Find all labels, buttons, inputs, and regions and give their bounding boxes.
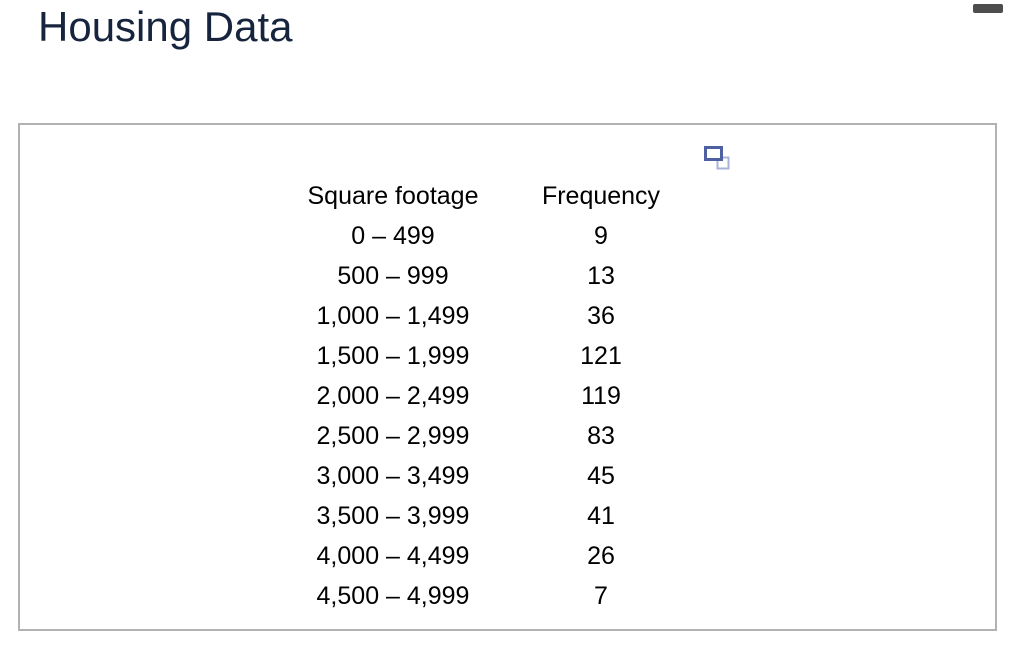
column-header-square-footage: Square footage	[307, 181, 479, 210]
table-header-row: Square footage Frequency	[283, 176, 699, 216]
cell-frequency: 119	[581, 381, 621, 410]
cell-frequency: 121	[580, 341, 622, 370]
popout-window-icon	[704, 146, 730, 170]
cell-frequency: 26	[587, 541, 615, 570]
table-row: 3,500 – 3,999 41	[283, 496, 699, 536]
cell-square-footage: 3,000 – 3,499	[316, 461, 470, 490]
table-row: 2,000 – 2,499 119	[283, 376, 699, 416]
window-drag-handle	[973, 4, 1003, 13]
cell-square-footage: 1,000 – 1,499	[316, 301, 470, 330]
cell-square-footage: 4,000 – 4,499	[316, 541, 470, 570]
table-row: 1,000 – 1,499 36	[283, 296, 699, 336]
table-row: 0 – 499 9	[283, 216, 699, 256]
cell-square-footage: 0 – 499	[351, 221, 435, 250]
cell-square-footage: 2,000 – 2,499	[316, 381, 470, 410]
popout-button[interactable]	[704, 146, 730, 171]
table-row: 4,000 – 4,499 26	[283, 536, 699, 576]
cell-frequency: 13	[587, 261, 615, 290]
column-header-frequency: Frequency	[541, 181, 661, 210]
cell-square-footage: 2,500 – 2,999	[316, 421, 470, 450]
cell-square-footage: 500 – 999	[337, 261, 449, 290]
table-row: 1,500 – 1,999 121	[283, 336, 699, 376]
cell-frequency: 83	[587, 421, 615, 450]
cell-square-footage: 3,500 – 3,999	[316, 501, 470, 530]
cell-frequency: 45	[587, 461, 615, 490]
page-title: Housing Data	[38, 3, 293, 50]
cell-frequency: 9	[594, 221, 608, 250]
cell-square-footage: 4,500 – 4,999	[316, 581, 470, 610]
table-row: 2,500 – 2,999 83	[283, 416, 699, 456]
frequency-table: Square footage Frequency 0 – 499 9 500 – 9…	[283, 176, 699, 616]
cell-frequency: 36	[587, 301, 615, 330]
cell-frequency: 7	[594, 581, 608, 610]
cell-square-footage: 1,500 – 1,999	[316, 341, 470, 370]
table-row: 3,000 – 3,499 45	[283, 456, 699, 496]
cell-frequency: 41	[587, 501, 615, 530]
data-panel: Square footage Frequency 0 – 499 9 500 – 9…	[18, 123, 997, 631]
table-row: 4,500 – 4,999 7	[283, 576, 699, 616]
table-row: 500 – 999 13	[283, 256, 699, 296]
